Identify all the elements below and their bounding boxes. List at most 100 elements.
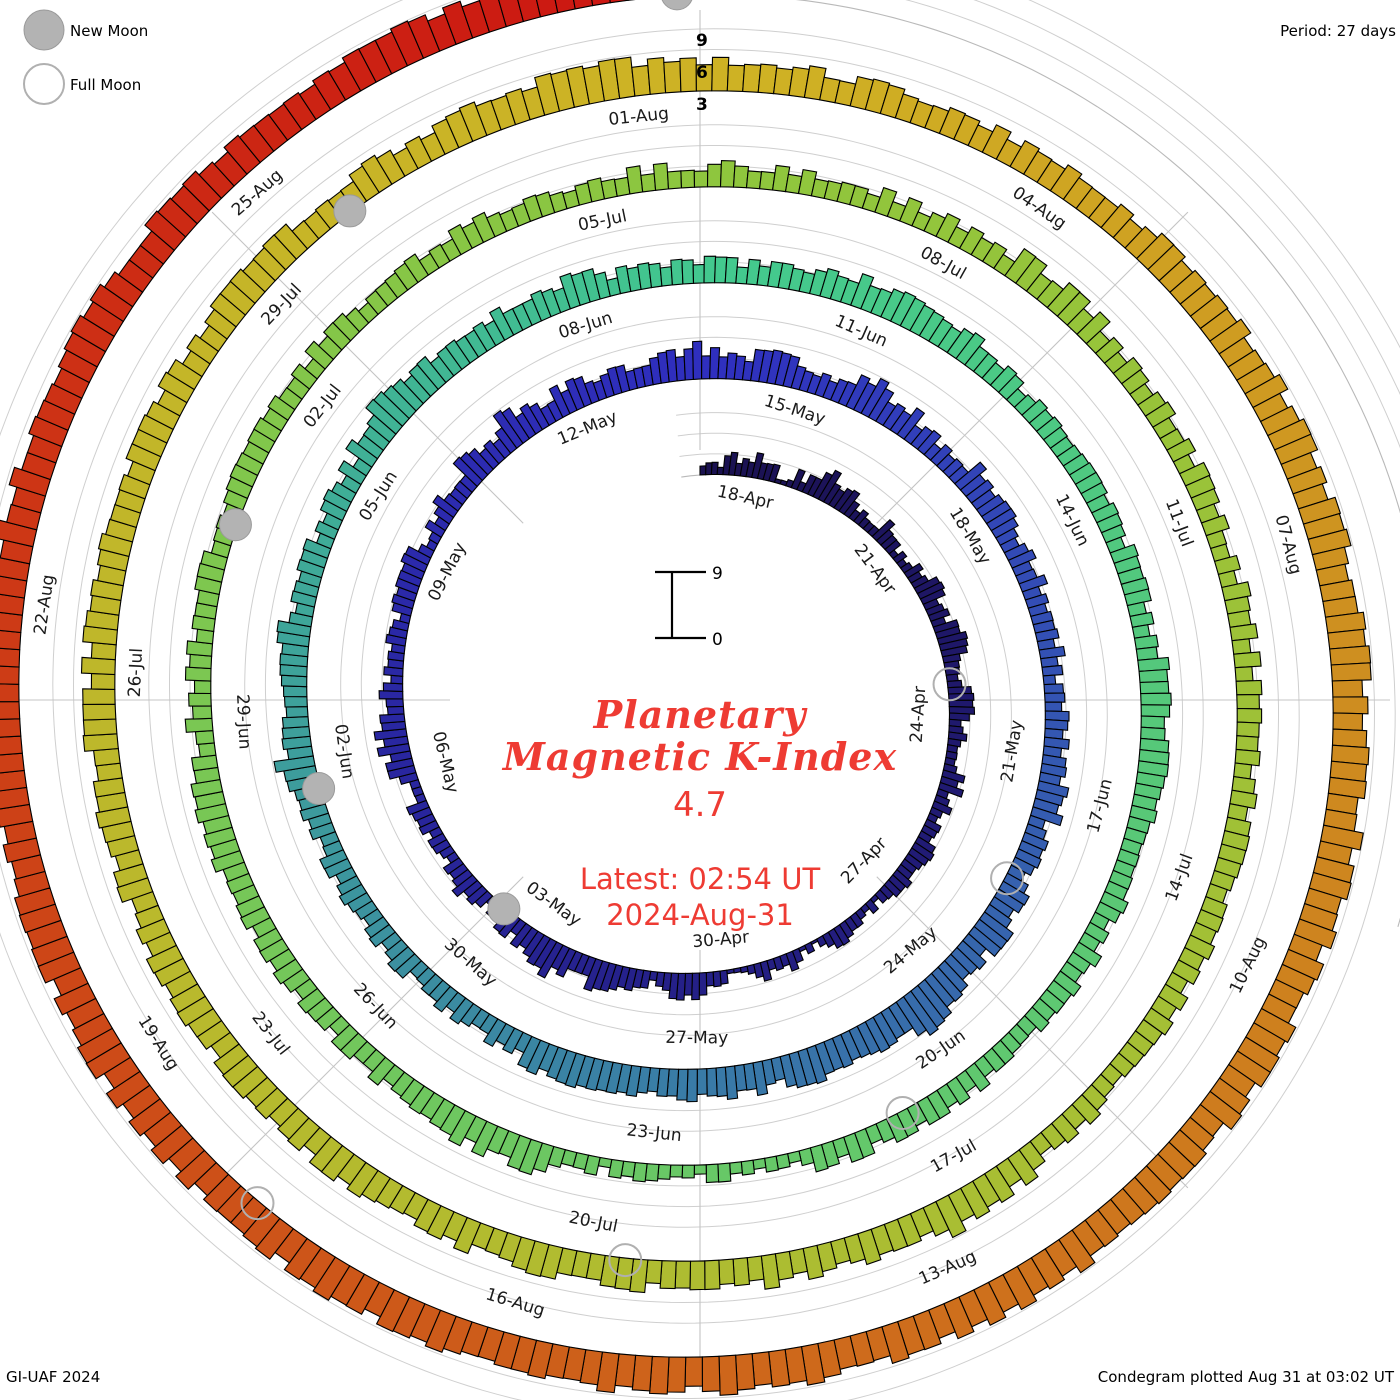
k-index-bar [458, 101, 488, 143]
date-label-group: 07-Aug [1271, 513, 1306, 577]
k-index-bar [705, 1163, 720, 1184]
k-index-bar [833, 924, 851, 946]
k-index-bar [1043, 683, 1065, 694]
axis-tick-3: 3 [696, 95, 708, 115]
k-index-bar [912, 1309, 942, 1351]
k-index-bar [465, 885, 489, 906]
k-index-bar [1324, 611, 1367, 634]
k-index-bar [972, 352, 999, 379]
k-index-bar [1330, 662, 1372, 682]
date-label: 20-Jul [567, 1208, 619, 1237]
k-index-bar [290, 590, 318, 608]
k-index-bar [273, 223, 309, 260]
k-index-bar [71, 1012, 114, 1047]
k-index-bar [1049, 164, 1083, 201]
k-index-bar [1128, 804, 1158, 824]
moon-layer [218, 0, 1025, 1278]
k-index-bar [190, 754, 219, 772]
k-index-bar [213, 1043, 249, 1076]
k-index-bar [194, 730, 215, 745]
k-index-bar [281, 716, 310, 729]
k-index-bar [1021, 831, 1050, 852]
date-label: 17-Jun [1083, 777, 1116, 836]
k-index-bar [1244, 373, 1289, 409]
k-index-bar [225, 872, 255, 895]
k-index-bar [2, 837, 42, 864]
k-index-bar [283, 1237, 322, 1281]
k-index-bar [797, 168, 818, 197]
k-index-bar [296, 558, 326, 579]
k-index-bar [239, 905, 271, 931]
k-index-bar [845, 374, 871, 411]
k-index-bar [1273, 433, 1319, 466]
k-index-bar [1171, 959, 1201, 986]
full-moon-marker [990, 861, 1025, 896]
k-index-bar [725, 352, 738, 380]
k-index-bar [524, 1240, 550, 1278]
k-index-bar [819, 267, 840, 300]
k-index-bar [281, 725, 311, 740]
k-index-bar [365, 398, 404, 435]
k-index-bar [806, 1044, 828, 1085]
date-label: 30-Apr [692, 927, 750, 952]
k-index-bar [103, 271, 144, 308]
k-index-bar [399, 1078, 425, 1106]
k-index-bar [593, 271, 611, 300]
k-index-bar [1018, 574, 1049, 593]
k-index-bar [1044, 701, 1063, 712]
k-index-bar [903, 562, 924, 579]
k-index-bar [559, 272, 581, 310]
k-index-bar [166, 358, 203, 391]
k-index-bar [874, 186, 898, 218]
k-index-bar [404, 545, 432, 566]
k-index-bar [989, 365, 1018, 394]
k-index-bar [879, 84, 906, 119]
k-index-bar [0, 611, 23, 634]
k-index-bar [710, 461, 719, 476]
k-index-bar [447, 223, 473, 256]
k-index-bar [943, 660, 961, 670]
k-index-bar [118, 473, 151, 500]
k-index-bar [1224, 595, 1251, 615]
k-index-bar [0, 701, 21, 720]
date-label-group: 17-Jun [1083, 777, 1116, 836]
k-index-bar [663, 60, 682, 94]
k-index-bar [345, 307, 370, 333]
k-index-bar [501, 407, 531, 445]
k-index-bar [1126, 1030, 1154, 1057]
k-index-bar [0, 629, 22, 651]
k-index-bar [331, 481, 357, 504]
k-index-bar [1227, 1050, 1272, 1088]
k-index-bar [1035, 416, 1063, 441]
k-index-bar [1123, 588, 1152, 607]
k-index-bar [719, 160, 736, 188]
k-index-bar [536, 941, 564, 979]
k-index-bar [1199, 1090, 1243, 1131]
k-index-bar [573, 0, 594, 10]
period-label: Period: 27 days [1280, 22, 1396, 40]
k-index-bar [1034, 788, 1065, 807]
k-index-bar [579, 1349, 604, 1386]
k-index-bar [416, 355, 447, 391]
k-index-bar [686, 1068, 698, 1103]
k-index-bar [385, 698, 404, 708]
k-index-bar [193, 679, 212, 695]
k-index-bar [1002, 1265, 1038, 1311]
k-index-bar [1183, 934, 1216, 961]
date-label: 16-Aug [483, 1284, 547, 1321]
k-index-bar [937, 781, 965, 798]
k-index-bar [1138, 668, 1169, 684]
k-index-bar [802, 1244, 825, 1281]
k-index-bar [1221, 581, 1252, 602]
k-index-bar [0, 575, 28, 599]
k-index-bar [964, 1062, 991, 1093]
k-index-bar [623, 967, 638, 992]
k-index-bar [197, 742, 217, 758]
k-index-bar [916, 429, 942, 456]
k-index-bar [595, 1351, 620, 1394]
k-index-bar [311, 70, 347, 111]
k-index-bar [415, 966, 437, 987]
date-label-group: 24-Apr [907, 686, 931, 744]
k-index-bar [724, 1065, 739, 1101]
k-index-bar [849, 273, 875, 310]
